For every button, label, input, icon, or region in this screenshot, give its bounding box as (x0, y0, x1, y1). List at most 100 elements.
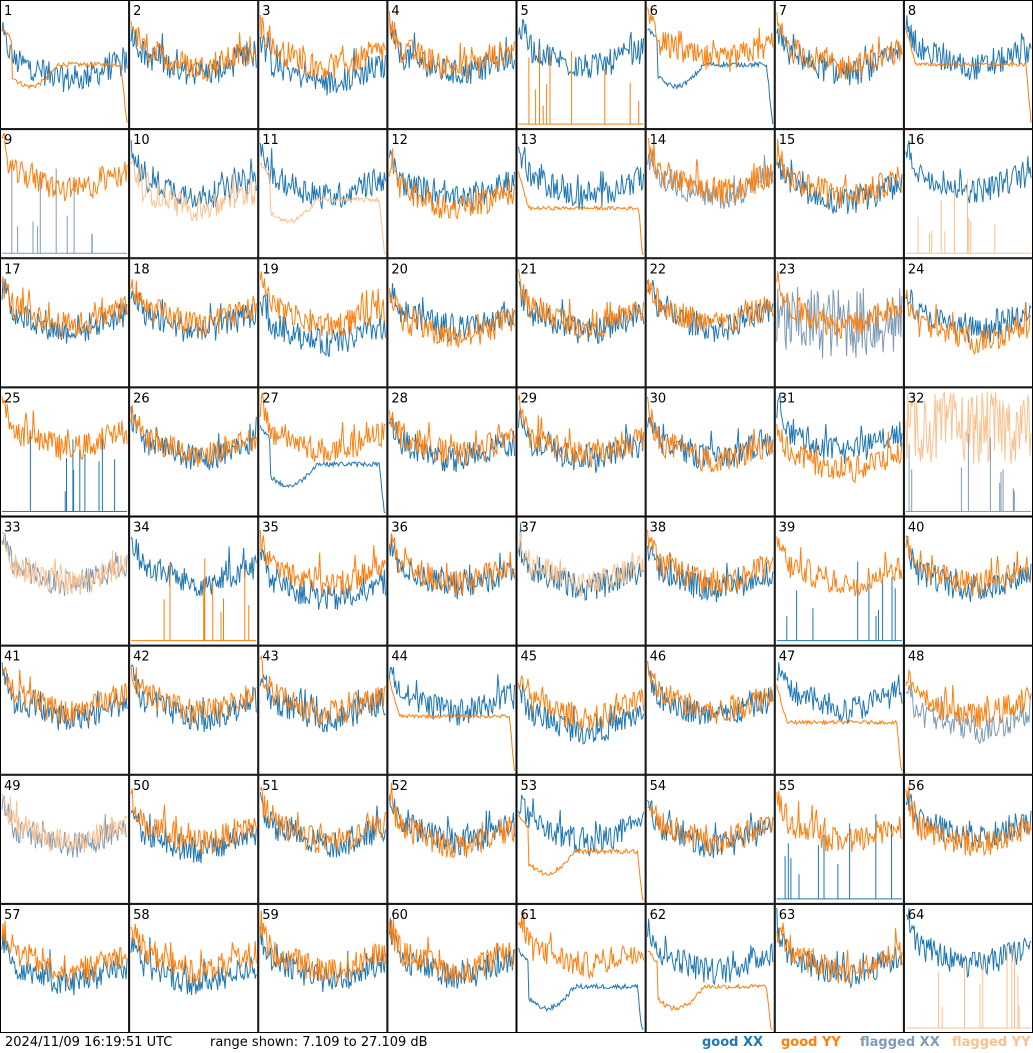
panel-label: 3 (262, 4, 270, 19)
panel-label: 43 (262, 650, 279, 665)
panel-label: 45 (521, 650, 538, 665)
panel-label: 51 (262, 779, 279, 794)
panel-56: 56 (904, 775, 1032, 903)
panel-label: 31 (779, 391, 796, 406)
panel-label: 21 (521, 262, 538, 277)
panel-14: 14 (646, 130, 774, 258)
panel-label: 54 (650, 779, 667, 794)
panel-52: 52 (388, 775, 516, 903)
panel-51: 51 (259, 775, 387, 903)
panel-label: 4 (391, 4, 399, 19)
timestamp: 2024/11/09 16:19:51 UTC (5, 1035, 172, 1050)
panel-34: 34 (130, 517, 258, 645)
panel-frame (775, 130, 903, 258)
panel-label: 56 (908, 779, 925, 794)
panel-label: 44 (391, 650, 408, 665)
panel-45: 45 (517, 646, 645, 774)
panel-label: 27 (262, 391, 279, 406)
panel-27: 27 (259, 388, 387, 516)
panel-frame (517, 517, 645, 645)
panel-label: 10 (133, 133, 150, 148)
panel-44: 44 (388, 646, 516, 774)
panel-label: 22 (650, 262, 667, 277)
panel-26: 26 (130, 388, 258, 516)
panel-48: 48 (904, 646, 1032, 774)
panel-label: 48 (908, 650, 925, 665)
panel-9: 9 (1, 130, 129, 258)
panel-39: 39 (775, 517, 903, 645)
panel-label: 13 (521, 133, 538, 148)
legend-good-yy: good YY (781, 1035, 841, 1050)
panel-label: 64 (908, 908, 925, 923)
panel-43: 43 (259, 646, 387, 774)
panel-frame (775, 646, 903, 774)
panel-29: 29 (517, 388, 645, 516)
panel-label: 23 (779, 262, 796, 277)
panel-label: 37 (521, 521, 538, 536)
footer: 2024/11/09 16:19:51 UTC range shown: 7.1… (0, 1033, 1033, 1053)
panel-8: 8 (904, 1, 1032, 129)
panel-62: 62 (646, 904, 774, 1032)
panel-frame (130, 259, 258, 387)
panel-3: 3 (259, 1, 387, 129)
panel-53: 53 (517, 775, 645, 903)
panel-label: 49 (4, 779, 21, 794)
panel-label: 8 (908, 4, 916, 19)
panel-6: 6 (646, 1, 774, 129)
panel-frame (646, 1, 774, 129)
panel-58: 58 (130, 904, 258, 1032)
panel-frame (775, 1, 903, 129)
panel-label: 32 (908, 391, 925, 406)
panel-label: 61 (521, 908, 538, 923)
panel-label: 52 (391, 779, 408, 794)
panel-label: 63 (779, 908, 796, 923)
panel-label: 41 (4, 650, 21, 665)
panel-label: 35 (262, 521, 279, 536)
panel-label: 26 (133, 391, 150, 406)
panel-31: 31 (775, 388, 903, 516)
panel-frame (1, 388, 129, 516)
panel-label: 2 (133, 4, 141, 19)
panel-label: 60 (391, 908, 408, 923)
panel-label: 33 (4, 521, 21, 536)
panel-4: 4 (388, 1, 516, 129)
panel-label: 9 (4, 133, 12, 148)
panel-36: 36 (388, 517, 516, 645)
panel-37: 37 (517, 517, 645, 645)
panel-38: 38 (646, 517, 774, 645)
panel-32: 32 (904, 388, 1032, 516)
panel-frame (775, 517, 903, 645)
panel-frame (259, 517, 387, 645)
panel-50: 50 (130, 775, 258, 903)
panel-label: 14 (650, 133, 667, 148)
panel-frame (775, 388, 903, 516)
panel-63: 63 (775, 904, 903, 1032)
panel-46: 46 (646, 646, 774, 774)
panel-label: 15 (779, 133, 796, 148)
panel-label: 34 (133, 521, 150, 536)
panel-16: 16 (904, 130, 1032, 258)
panel-frame (388, 775, 516, 903)
panel-label: 42 (133, 650, 150, 665)
panel-7: 7 (775, 1, 903, 129)
panel-label: 24 (908, 262, 925, 277)
panel-label: 28 (391, 391, 408, 406)
panel-15: 15 (775, 130, 903, 258)
panel-64: 64 (904, 904, 1032, 1032)
panel-25: 25 (1, 388, 129, 516)
panel-frame (646, 517, 774, 645)
panel-10: 10 (130, 130, 258, 258)
panel-label: 59 (262, 908, 279, 923)
panel-label: 47 (779, 650, 796, 665)
panel-54: 54 (646, 775, 774, 903)
panel-label: 50 (133, 779, 150, 794)
panel-frame (1, 646, 129, 774)
panel-28: 28 (388, 388, 516, 516)
panel-label: 30 (650, 391, 667, 406)
panel-frame (388, 259, 516, 387)
panel-label: 12 (391, 133, 408, 148)
panel-frame (517, 775, 645, 903)
panel-47: 47 (775, 646, 903, 774)
panel-frame (517, 904, 645, 1032)
panel-label: 38 (650, 521, 667, 536)
